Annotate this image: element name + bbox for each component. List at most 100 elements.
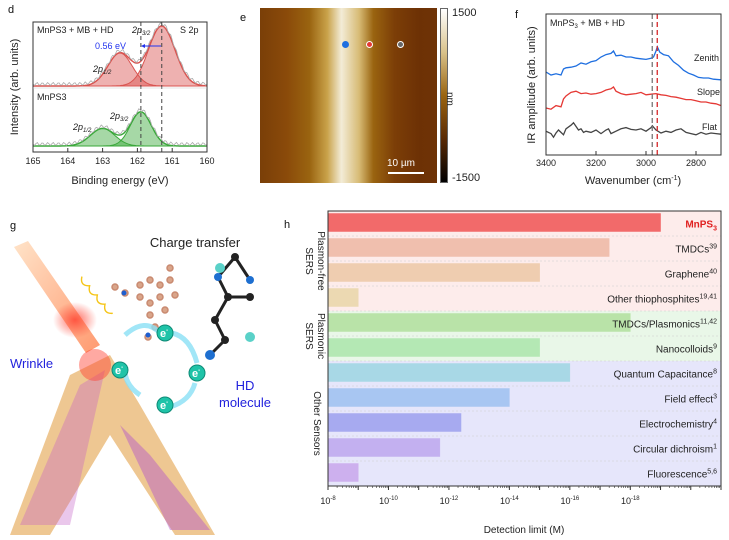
bar-label: Quantum Capacitance8 — [614, 369, 718, 381]
colorbar-unit: nm — [444, 92, 455, 106]
bar-labels: MnPS3 TMDCs39 Graphene40 Other thiophosphit… — [607, 220, 717, 481]
svg-text:e-: e- — [160, 400, 168, 412]
colorbar-max: 1500 — [452, 7, 477, 19]
bar-label: TMDCs/Plasmonics11,42 — [612, 319, 717, 331]
xps-frame — [32, 21, 208, 153]
bar-label: Field effect3 — [664, 394, 717, 406]
xps-y-label: Intensity (arb. units) — [9, 39, 21, 136]
bars — [327, 213, 661, 482]
peak-label-top-2p32: 2p3/2 — [131, 25, 151, 37]
bar-graphene — [327, 263, 540, 282]
group-label: SERS — [303, 322, 314, 350]
bar-label: Other thiophosphites19,41 — [607, 294, 717, 306]
bar-label: MnPS3 — [685, 220, 717, 233]
ir-annotation: MnPS3 + MB + HD — [550, 18, 625, 30]
peak-label-bottom-2p32: 2p3/2 — [109, 111, 129, 123]
x-axis-label: Detection limit (M) — [484, 525, 565, 536]
wrinkle-label: Wrinkle — [10, 356, 53, 371]
xps-bottom-series-label: MnPS3 — [37, 92, 67, 102]
x-tick-label: 10-8 — [320, 496, 336, 506]
svg-text:e-: e- — [160, 328, 168, 340]
xps-curves — [32, 22, 208, 152]
x-tick-label: 163 — [95, 156, 110, 166]
ir-curves — [545, 14, 722, 155]
x-tick-label: 10-10 — [379, 496, 398, 506]
detection-limit-chart: MnPS3 TMDCs39 Graphene40 Other thiophosphit… — [303, 210, 722, 536]
group-label: Plasmonic — [315, 313, 326, 359]
shift-annotation: 0.56 eV — [95, 41, 126, 51]
bar-field-effect — [327, 388, 510, 407]
x-tick-label: 3000 — [636, 158, 656, 168]
colorbar-min: -1500 — [452, 172, 481, 184]
peak-label-bottom-2p12: 2p1/2 — [72, 122, 92, 134]
electron-icon: e- — [156, 396, 174, 414]
ir-x-label: Wavenumber (cm-1) — [585, 175, 681, 187]
shift-arrow — [141, 44, 161, 48]
bar-tmdcs-plasmonics — [327, 313, 631, 332]
bar-circular-dichroism — [327, 438, 441, 457]
wrinkle-lattice — [10, 349, 215, 535]
series-label-slope: Slope — [697, 87, 720, 97]
x-tick-label: 2800 — [686, 158, 706, 168]
bar-mnps — [327, 213, 661, 232]
bar-fluorescence — [327, 463, 359, 482]
bar-nanocolloids — [327, 338, 540, 357]
bar-label: Graphene40 — [665, 269, 717, 281]
colorbar — [440, 8, 448, 183]
x-tick-label: 165 — [25, 156, 40, 166]
bar-quantum-capacitance — [327, 363, 571, 382]
raw-data — [32, 108, 208, 147]
panel-label-f: f — [515, 9, 519, 21]
laser-beam — [14, 241, 113, 353]
series-label-flat: Flat — [702, 122, 718, 132]
x-tick-label: 10-14 — [500, 496, 519, 506]
xps-chart: 165 164 163 162 161 160 MnPS3 + MB + HD MnPS3… — [9, 21, 215, 187]
hd-label-line1: HD — [236, 378, 255, 393]
panel-label-d: d — [8, 4, 15, 16]
raw-data — [32, 22, 208, 87]
hd-molecule — [205, 253, 255, 360]
ir-x-ticks: 3400 3200 3000 2800 — [536, 151, 706, 168]
marker-slope — [366, 41, 373, 48]
x-tick-label: 162 — [130, 156, 145, 166]
panel-label-g: g — [10, 220, 17, 232]
chart-frame — [327, 210, 722, 487]
electron-icon: e- — [111, 361, 129, 379]
svg-text:e-: e- — [192, 368, 200, 380]
x-tick-label: 3200 — [586, 158, 606, 168]
bar-label: Electrochemistry4 — [639, 419, 717, 431]
scale-bar-label: 10 µm — [387, 158, 415, 169]
bar-label: TMDCs39 — [675, 244, 717, 256]
mb-molecule — [111, 264, 179, 341]
group-label: Other Sensors — [311, 391, 322, 455]
xps-top-series-label: MnPS3 + MB + HD — [37, 25, 114, 35]
group-label: SERS — [303, 247, 314, 275]
bar-other-thiophosphites — [327, 288, 359, 307]
spectrum-flat — [545, 121, 722, 139]
electron-icon: e- — [156, 324, 174, 342]
marker-flat — [397, 41, 404, 48]
xps-title: S 2p — [180, 25, 199, 35]
x-tick-label: 160 — [199, 156, 214, 166]
panel-label-e: e — [240, 12, 247, 24]
x-tick-label: 164 — [60, 156, 75, 166]
hd-label-line2: molecule — [219, 395, 271, 410]
xps-x-ticks: 165 164 163 162 161 160 — [25, 148, 215, 166]
electron-icon: e- — [188, 364, 206, 382]
x-tick-label: 10-18 — [621, 496, 640, 506]
ir-frame — [545, 13, 722, 156]
x-tick-label: 10-12 — [440, 496, 459, 506]
charge-transfer-illustration: e-e-e-e- Charge transfer Wrinkle HD mole… — [10, 235, 271, 535]
x-tick-label: 10-16 — [561, 496, 580, 506]
afm-image: 10 µm — [260, 8, 437, 183]
ir-chart: 3400 3200 3000 2800 MnPS3 + MB + HD Zenith … — [526, 13, 722, 187]
bar-label: Nanocolloids9 — [656, 344, 717, 356]
x-tick-label: 161 — [165, 156, 180, 166]
illustration-title: Charge transfer — [150, 235, 241, 250]
xps-x-label: Binding energy (eV) — [71, 175, 168, 187]
scale-bar — [388, 172, 424, 174]
bar-label: Circular dichroism1 — [633, 444, 717, 456]
x-ticks: 10-8 10-10 10-12 10-14 10-16 10-18 — [320, 486, 722, 506]
ir-y-label: IR amplitude (arb. units) — [526, 26, 538, 143]
